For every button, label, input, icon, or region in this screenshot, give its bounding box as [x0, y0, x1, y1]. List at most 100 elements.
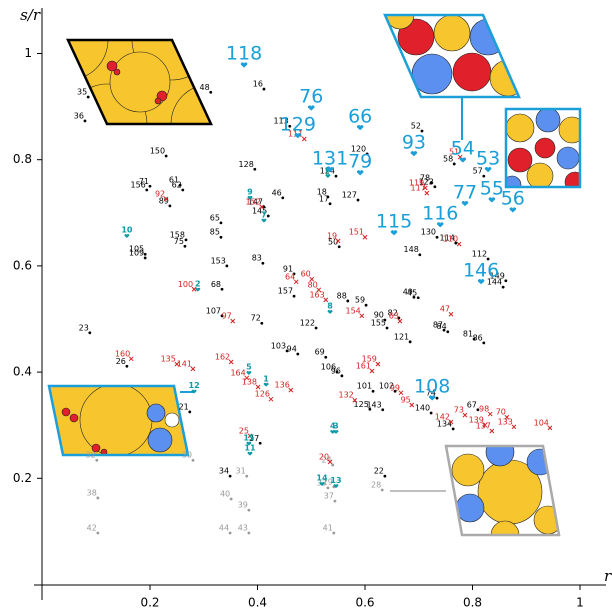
point — [308, 105, 315, 111]
point — [285, 349, 289, 353]
point-label: 129 — [280, 113, 316, 135]
point — [456, 241, 462, 247]
point — [331, 463, 335, 467]
point — [209, 90, 213, 94]
point — [225, 264, 229, 268]
point-label: 142 — [435, 413, 450, 422]
point — [448, 311, 454, 317]
point — [356, 170, 364, 176]
point — [437, 222, 444, 228]
point-label: 14 — [316, 474, 328, 483]
point-label: 12 — [189, 381, 200, 390]
point-label: 59 — [355, 296, 365, 305]
point — [253, 167, 257, 171]
point — [416, 296, 420, 300]
point-label: 148 — [404, 245, 419, 254]
point-label: 95 — [401, 396, 411, 405]
point-label: 13 — [330, 476, 341, 485]
point-label: 153 — [211, 256, 226, 265]
point — [143, 252, 147, 256]
point-label: 143 — [366, 400, 381, 409]
point — [164, 154, 168, 158]
point-label: 108 — [414, 376, 450, 398]
point-label: 112 — [472, 249, 487, 258]
point — [484, 167, 492, 173]
point-label: 71 — [139, 177, 149, 186]
point-label: 55 — [480, 178, 504, 200]
point-label: 161 — [356, 362, 371, 371]
point-label: 76 — [299, 86, 323, 108]
point-label: 56 — [501, 188, 525, 210]
point — [294, 133, 302, 139]
point — [397, 316, 401, 320]
point-label: 110 — [443, 235, 458, 244]
point-label: 149 — [490, 271, 505, 280]
point — [240, 62, 248, 68]
point-label: 94 — [287, 345, 297, 354]
x-tick-label: 0.2 — [140, 596, 159, 610]
point — [259, 204, 265, 210]
point-label: 136 — [275, 381, 290, 390]
point-label: 64 — [285, 272, 295, 281]
point-label: 137 — [476, 422, 491, 431]
point — [383, 474, 387, 478]
point-label: 39 — [238, 501, 248, 510]
point-label: 54 — [451, 138, 475, 160]
point-label: 49 — [403, 288, 413, 297]
x-axis-label: r — [604, 567, 612, 585]
y-tick-label: 0.2 — [13, 471, 32, 485]
point-label: 154 — [345, 306, 360, 315]
point — [314, 326, 318, 330]
point — [292, 272, 296, 276]
point-label: 114 — [440, 234, 455, 243]
point — [145, 188, 149, 192]
point-label: 164 — [230, 368, 245, 377]
point-label: 125 — [354, 400, 369, 409]
point — [96, 496, 100, 500]
point — [143, 256, 147, 260]
point — [228, 474, 232, 478]
point — [488, 197, 496, 203]
point-label: 62 — [172, 180, 182, 189]
point-label: 57 — [473, 167, 483, 176]
point-label: 38 — [87, 488, 97, 497]
point — [95, 458, 99, 462]
point — [375, 361, 381, 367]
point — [293, 279, 299, 285]
point — [88, 331, 92, 335]
point — [381, 408, 385, 412]
point-label: 32 — [86, 451, 96, 460]
point-label: 67 — [467, 400, 477, 409]
point — [219, 235, 223, 239]
point — [393, 389, 397, 393]
x-tick-label: 1 — [576, 596, 584, 610]
point-label: 124 — [320, 167, 335, 176]
point-label: 18 — [317, 187, 327, 196]
point — [428, 395, 436, 401]
point — [323, 297, 329, 303]
point — [359, 313, 365, 319]
point-label: 26 — [116, 357, 126, 366]
point — [433, 185, 437, 189]
point — [390, 230, 398, 236]
point — [188, 410, 192, 414]
point-label: 157 — [278, 287, 293, 296]
point-label: 162 — [215, 353, 230, 362]
point — [459, 157, 467, 163]
point — [244, 375, 250, 381]
point — [255, 384, 261, 390]
point — [340, 374, 344, 378]
point-label: 52 — [411, 122, 421, 131]
point-label: 77 — [453, 181, 477, 203]
point — [128, 356, 134, 362]
point — [368, 407, 372, 411]
point-label: 159 — [362, 355, 377, 364]
point-label: 75 — [174, 237, 184, 246]
point-label: 60 — [301, 270, 311, 279]
point — [448, 419, 454, 425]
point — [454, 241, 458, 245]
point — [261, 261, 265, 265]
point — [501, 285, 505, 289]
point — [228, 531, 232, 535]
point-label: 68 — [211, 280, 221, 289]
